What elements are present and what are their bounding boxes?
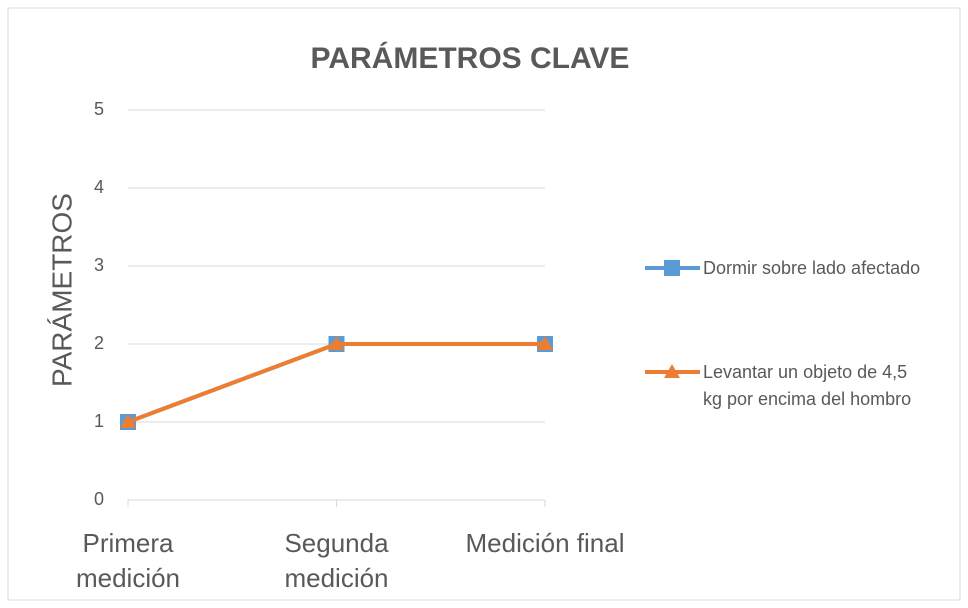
legend-label: Dormir sobre lado afectado — [703, 258, 921, 278]
y-tick-label: 2 — [94, 333, 104, 353]
y-tick-label: 3 — [94, 255, 104, 275]
y-axis-title: PARÁMETROS — [46, 193, 77, 387]
y-tick-label: 4 — [94, 177, 104, 197]
data-point — [120, 414, 136, 428]
chart-title: PARÁMETROS CLAVE — [311, 41, 630, 75]
legend-marker — [664, 260, 680, 276]
data-point — [328, 336, 345, 350]
y-tick-label: 5 — [94, 99, 104, 119]
x-tick-label: Segunda medición — [284, 528, 389, 593]
chart-border — [7, 7, 961, 601]
data-point — [537, 336, 553, 350]
y-tick-label: 0 — [94, 489, 104, 509]
x-tick-label: Medición final — [465, 528, 625, 558]
x-tick-label: Primera medición — [75, 528, 181, 593]
legend-marker — [664, 364, 680, 378]
legend-label: Levantar un objeto de 4,5 kg por encima … — [703, 362, 912, 409]
y-tick-label: 1 — [94, 411, 104, 431]
